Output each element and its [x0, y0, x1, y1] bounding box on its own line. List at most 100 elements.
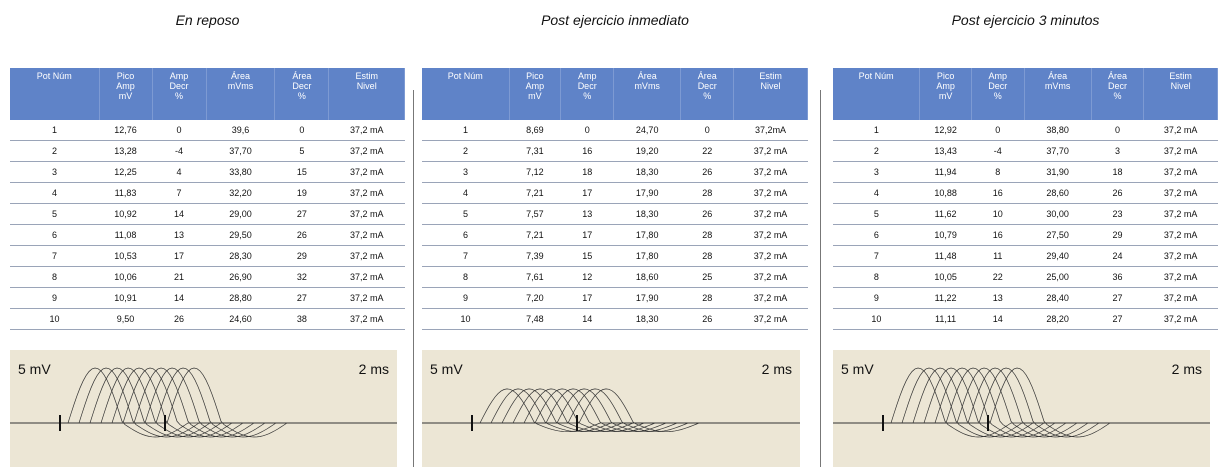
header-text: Estim	[736, 71, 805, 81]
table-cell: 8,69	[509, 120, 561, 141]
table-cell: 3	[10, 162, 99, 183]
table-cell: 7,21	[509, 225, 561, 246]
header-text: Decr	[683, 81, 731, 91]
table-cell: 37,2 mA	[734, 309, 808, 330]
table-cell: 9	[833, 288, 920, 309]
header-text: Estim	[331, 71, 402, 81]
table-cell: 14	[152, 288, 206, 309]
table-cell: 7	[422, 246, 509, 267]
waveform-image: 5 mV2 ms	[833, 350, 1210, 467]
table-cell: 23	[1091, 204, 1144, 225]
table-row: 911,221328,402737,2 mA	[833, 288, 1218, 309]
table-cell: 18,30	[614, 204, 681, 225]
table-cell: 10,05	[920, 267, 972, 288]
table-cell: 33,80	[206, 162, 275, 183]
header-text: Decr	[155, 81, 204, 91]
header-text: Decr	[1094, 81, 1142, 91]
table-cell: 37,2 mA	[734, 183, 808, 204]
table-cell: 7,12	[509, 162, 561, 183]
header-text: Pot Núm	[835, 71, 917, 81]
table-cell: 26	[681, 162, 734, 183]
table-row: 87,611218,602537,2 mA	[422, 267, 808, 288]
table-cell: 4	[422, 183, 509, 204]
table-cell: 22	[681, 141, 734, 162]
table-cell: 6	[422, 225, 509, 246]
table-cell: 37,2 mA	[329, 309, 405, 330]
table-cell: 13,28	[99, 141, 152, 162]
table-row: 213,28-437,70537,2 mA	[10, 141, 405, 162]
header-text: Pico	[512, 71, 559, 81]
header-cell: EstimNivel	[1144, 68, 1218, 120]
table-cell: 26	[1091, 183, 1144, 204]
panel: Post ejercicio inmediatoPot NúmPicoAmpmV…	[422, 0, 808, 467]
table-row: 311,94831,901837,2 mA	[833, 162, 1218, 183]
header-cell: Pot Núm	[422, 68, 509, 120]
table-cell: 16	[971, 183, 1024, 204]
table-cell: 26	[152, 309, 206, 330]
scale-label: 5 mV	[18, 361, 51, 377]
header-cell: PicoAmpmV	[920, 68, 972, 120]
panel-title: En reposo	[10, 12, 405, 28]
table-cell: 11,48	[920, 246, 972, 267]
table-cell: 29	[275, 246, 329, 267]
table-cell: 10	[833, 309, 920, 330]
header-text: Pot Núm	[12, 71, 97, 81]
table-cell: 27,50	[1024, 225, 1091, 246]
table-cell: 32	[275, 267, 329, 288]
table-cell: 9	[10, 288, 99, 309]
table-cell: 10,53	[99, 246, 152, 267]
waveform-background	[10, 350, 397, 467]
table-cell: 18,30	[614, 162, 681, 183]
table-cell: 16	[971, 225, 1024, 246]
table-cell: 0	[1091, 120, 1144, 141]
table-cell: 13,43	[920, 141, 972, 162]
table-row: 511,621030,002337,2 mA	[833, 204, 1218, 225]
header-text: Nivel	[1146, 81, 1215, 91]
table-cell: 37,2 mA	[734, 288, 808, 309]
table-cell: 11,22	[920, 288, 972, 309]
table-cell: 7,57	[509, 204, 561, 225]
header-cell: AmpDecr%	[971, 68, 1024, 120]
table-cell: 37,2 mA	[734, 141, 808, 162]
data-table: Pot NúmPicoAmpmVAmpDecr%ÁreamVmsÁreaDecr…	[422, 68, 808, 330]
table-cell: 0	[152, 120, 206, 141]
header-text: Pico	[102, 71, 150, 81]
header-cell: AmpDecr%	[561, 68, 614, 120]
table-cell: 8	[833, 267, 920, 288]
header-text: Área	[1094, 71, 1142, 81]
table-cell: 37,2 mA	[1144, 183, 1218, 204]
table-cell: 37,70	[1024, 141, 1091, 162]
table-cell: 1	[833, 120, 920, 141]
table-cell: 13	[152, 225, 206, 246]
table-cell: 27	[1091, 309, 1144, 330]
table-cell: 37,2 mA	[329, 141, 405, 162]
table-cell: 11,94	[920, 162, 972, 183]
table-cell: 15	[561, 246, 614, 267]
table-cell: 18	[1091, 162, 1144, 183]
table-cell: 8	[422, 267, 509, 288]
panel: Post ejercicio 3 minutosPot NúmPicoAmpmV…	[833, 0, 1218, 467]
table-cell: 37,2mA	[734, 120, 808, 141]
table-cell: 7,20	[509, 288, 561, 309]
table-cell: 7,48	[509, 309, 561, 330]
header-cell: Pot Núm	[833, 68, 920, 120]
table-cell: 0	[275, 120, 329, 141]
table-cell: 37,2 mA	[329, 183, 405, 204]
table-cell: 5	[275, 141, 329, 162]
table-cell: 26	[681, 204, 734, 225]
panel: En reposoPot NúmPicoAmpmVAmpDecr%ÁreamVm…	[10, 0, 405, 467]
table-cell: 25	[681, 267, 734, 288]
scale-label: 2 ms	[1172, 361, 1202, 377]
scale-label: 2 ms	[359, 361, 389, 377]
table-cell: 28	[681, 288, 734, 309]
table-cell: 12,25	[99, 162, 152, 183]
